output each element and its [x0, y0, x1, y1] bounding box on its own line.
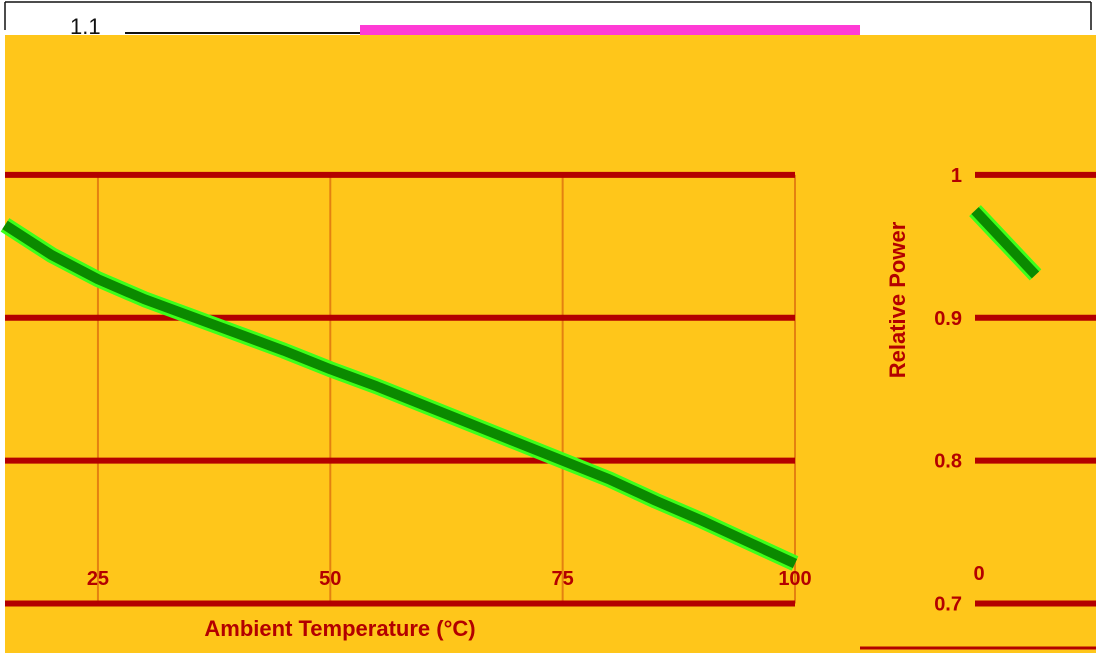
left-x-tick-label: 50: [319, 568, 341, 590]
left-x-axis-title: Ambient Temperature (°C): [204, 616, 475, 641]
top-fragment-label: 1.1: [70, 14, 101, 39]
right-panel-series: [969, 205, 1042, 281]
right-panel-x-ticks: 0: [973, 563, 984, 585]
right-y-tick-label: 0.8: [934, 451, 962, 473]
right-x-tick-label: 0: [973, 563, 984, 585]
right-series-line: [971, 207, 1040, 279]
left-panel-x-ticks: 25 50 75 100: [87, 568, 812, 590]
left-x-tick-label: 75: [552, 568, 574, 590]
right-panel-grid: [975, 171, 1096, 607]
left-panel-grid: [5, 171, 796, 607]
left-x-tick-label: 100: [778, 568, 811, 590]
left-x-tick-label: 25: [87, 568, 109, 590]
plot-background: [5, 35, 1096, 653]
right-y-tick-label: 1: [951, 165, 962, 187]
right-y-tick-label: 0.9: [934, 308, 962, 330]
top-frame: 1.1: [4, 1, 1092, 39]
right-y-axis-title: Relative Power: [885, 221, 910, 378]
left-panel-series: [0, 218, 799, 571]
right-y-tick-label: 0.7: [934, 594, 962, 616]
top-color-strip: [360, 25, 860, 35]
left-series-line: [2, 220, 798, 569]
right-panel-y-ticks: 0.7 0.8 0.9 1: [934, 165, 962, 616]
